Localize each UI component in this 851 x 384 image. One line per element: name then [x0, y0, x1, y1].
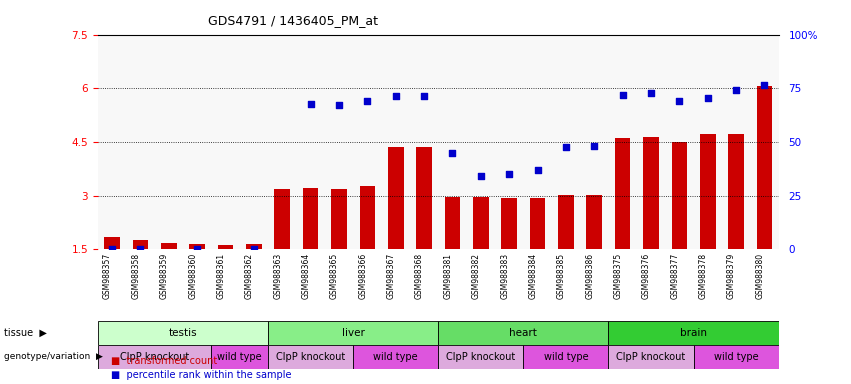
Bar — [359, 185, 375, 249]
Text: wild type: wild type — [217, 352, 262, 362]
Text: GSM988358: GSM988358 — [131, 253, 140, 299]
Bar — [473, 197, 488, 249]
Point — [587, 143, 601, 149]
Text: GSM988382: GSM988382 — [471, 253, 481, 299]
Point — [361, 98, 374, 104]
Bar — [757, 86, 773, 249]
Bar — [529, 198, 545, 249]
Bar — [246, 244, 262, 249]
Bar — [388, 147, 403, 249]
Text: GSM988383: GSM988383 — [500, 253, 509, 299]
Text: GSM988360: GSM988360 — [188, 253, 197, 299]
Text: wild type: wild type — [544, 352, 588, 362]
Text: GSM988367: GSM988367 — [386, 253, 396, 299]
Text: ClpP knockout: ClpP knockout — [276, 352, 346, 362]
Point — [247, 245, 260, 252]
Bar — [98, 345, 211, 369]
Bar — [416, 147, 432, 249]
Text: ClpP knockout: ClpP knockout — [616, 352, 686, 362]
Bar — [303, 188, 318, 249]
Bar — [438, 321, 608, 345]
Text: GSM988381: GSM988381 — [443, 253, 453, 299]
Bar — [268, 321, 438, 345]
Bar — [523, 345, 608, 369]
Text: ■  percentile rank within the sample: ■ percentile rank within the sample — [111, 370, 291, 380]
Text: GSM988380: GSM988380 — [756, 253, 764, 299]
Point — [757, 82, 771, 88]
Bar — [218, 245, 233, 249]
Text: GSM988376: GSM988376 — [642, 253, 651, 299]
Text: liver: liver — [342, 328, 364, 338]
Bar — [438, 345, 523, 369]
Point — [332, 103, 346, 109]
Text: GSM988366: GSM988366 — [358, 253, 368, 299]
Point — [729, 87, 743, 93]
Point — [446, 150, 460, 156]
Bar — [211, 345, 268, 369]
Text: GSM988386: GSM988386 — [585, 253, 594, 299]
Bar — [558, 195, 574, 249]
Text: GSM988365: GSM988365 — [330, 253, 339, 299]
Text: wild type: wild type — [374, 352, 418, 362]
Point — [644, 89, 658, 96]
Text: GSM988364: GSM988364 — [301, 253, 311, 299]
Bar — [694, 345, 779, 369]
Bar — [501, 198, 517, 249]
Point — [672, 98, 686, 104]
Bar — [105, 237, 120, 249]
Point — [191, 245, 204, 252]
Point — [417, 93, 431, 99]
Point — [701, 95, 715, 101]
Bar — [671, 142, 688, 249]
Text: GSM988362: GSM988362 — [245, 253, 254, 299]
Point — [389, 93, 403, 99]
Point — [531, 167, 545, 173]
Text: GSM988357: GSM988357 — [103, 253, 112, 299]
Bar — [728, 134, 744, 249]
Point — [304, 101, 317, 108]
Bar — [268, 345, 353, 369]
Bar — [353, 345, 438, 369]
Bar — [643, 137, 659, 249]
Bar — [331, 189, 347, 249]
Point — [559, 144, 573, 151]
Text: heart: heart — [510, 328, 537, 338]
Bar — [161, 243, 177, 249]
Bar — [700, 134, 716, 249]
Bar — [614, 137, 631, 249]
Text: ClpP knockout: ClpP knockout — [120, 352, 189, 362]
Bar — [133, 240, 148, 249]
Text: tissue  ▶: tissue ▶ — [4, 328, 47, 338]
Text: GSM988384: GSM988384 — [528, 253, 538, 299]
Bar — [98, 321, 268, 345]
Text: GSM988368: GSM988368 — [415, 253, 424, 299]
Bar — [608, 345, 694, 369]
Bar — [586, 195, 603, 249]
Point — [616, 92, 630, 98]
Point — [134, 245, 147, 252]
Bar — [608, 321, 779, 345]
Bar — [274, 189, 290, 249]
Text: GSM988377: GSM988377 — [671, 253, 679, 299]
Text: brain: brain — [680, 328, 707, 338]
Text: genotype/variation  ▶: genotype/variation ▶ — [4, 352, 103, 361]
Point — [502, 171, 516, 177]
Text: GSM988359: GSM988359 — [160, 253, 168, 299]
Bar — [445, 197, 460, 249]
Text: GDS4791 / 1436405_PM_at: GDS4791 / 1436405_PM_at — [208, 14, 379, 27]
Bar — [190, 244, 205, 249]
Text: testis: testis — [168, 328, 197, 338]
Text: GSM988379: GSM988379 — [727, 253, 736, 299]
Text: GSM988361: GSM988361 — [216, 253, 226, 299]
Point — [106, 245, 119, 252]
Text: GSM988363: GSM988363 — [273, 253, 283, 299]
Point — [474, 173, 488, 179]
Text: GSM988378: GSM988378 — [699, 253, 708, 299]
Text: GSM988375: GSM988375 — [614, 253, 623, 299]
Text: ■  transformed count: ■ transformed count — [111, 356, 217, 366]
Text: GSM988385: GSM988385 — [557, 253, 566, 299]
Text: ClpP knockout: ClpP knockout — [446, 352, 516, 362]
Text: wild type: wild type — [714, 352, 758, 362]
